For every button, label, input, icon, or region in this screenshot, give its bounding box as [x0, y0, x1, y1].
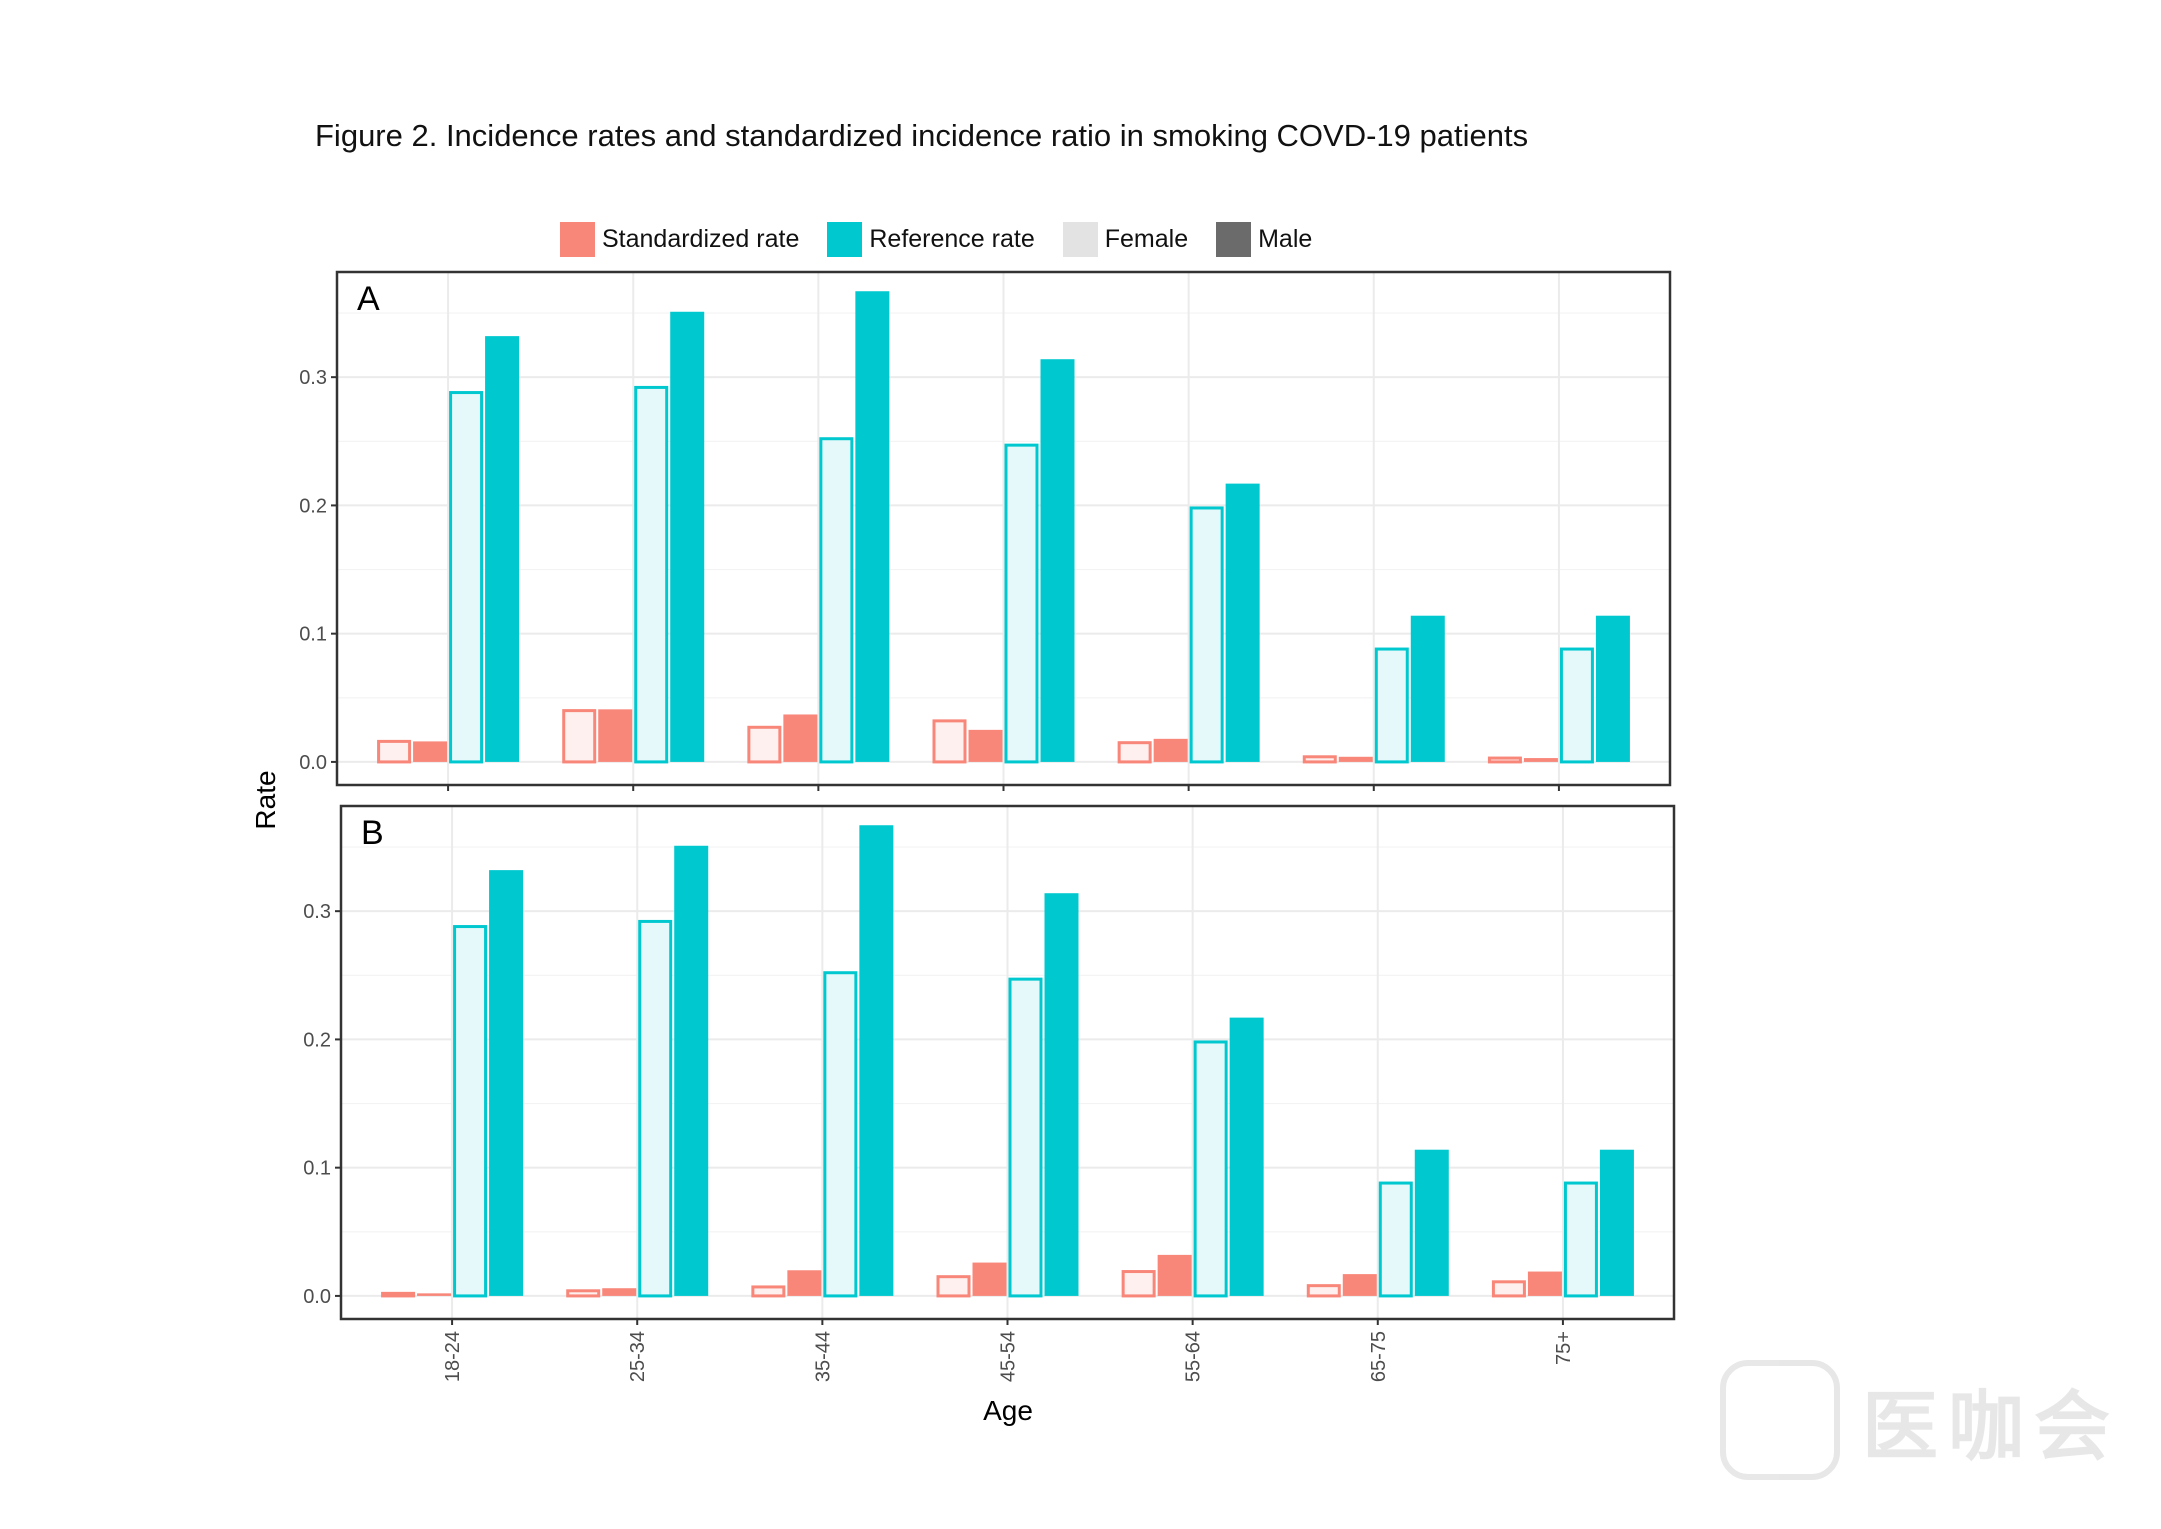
y-axis-title: Rate — [250, 770, 281, 829]
legend-item-reference-rate: Reference rate — [827, 221, 1035, 257]
bar-ref-female-25-34 — [638, 919, 673, 1298]
bar-ref-female-75+ — [1559, 647, 1594, 764]
bar-std-male-75+ — [1523, 758, 1558, 762]
bar-ref-male-55-64 — [1229, 1017, 1264, 1296]
bar-ref-male-65-75 — [1410, 615, 1445, 762]
panel-b: 0.0 0.1 0.2 0.3 B — [303, 804, 1676, 1325]
bar-std-female-55-64 — [1117, 741, 1152, 764]
panel-label: A — [357, 280, 380, 318]
bar-ref-male-35-44 — [855, 291, 890, 762]
bar-ref-female-35-44 — [819, 437, 854, 764]
bar-std-female-45-54 — [932, 719, 967, 764]
bar-std-female-18-24 — [381, 1291, 416, 1298]
legend-item-male: Male — [1216, 221, 1313, 257]
bar-ref-male-75+ — [1595, 615, 1630, 762]
bar-std-male-65-75 — [1338, 756, 1373, 762]
bar-ref-female-65-75 — [1378, 1181, 1413, 1298]
bar-ref-male-35-44 — [859, 825, 894, 1296]
bar-std-male-18-24 — [413, 741, 448, 762]
bar-std-female-55-64 — [1121, 1270, 1156, 1298]
bar-ref-male-65-75 — [1414, 1149, 1449, 1296]
bar-ref-female-65-75 — [1374, 647, 1409, 764]
bar-std-male-45-54 — [968, 729, 1003, 762]
bar-std-female-18-24 — [377, 739, 412, 764]
bar-std-male-55-64 — [1153, 738, 1188, 762]
bar-ref-male-55-64 — [1225, 483, 1260, 762]
x-tick-label-75+: 75+ — [1553, 1331, 1575, 1365]
bar-std-male-35-44 — [783, 714, 818, 762]
x-tick-label-18-24: 18-24 — [442, 1331, 464, 1382]
bar-ref-male-25-34 — [670, 311, 705, 762]
y-tick-label: 0.3 — [303, 901, 331, 923]
y-tick-label: 0.0 — [299, 752, 327, 774]
bar-ref-female-25-34 — [634, 385, 669, 764]
bar-std-male-75+ — [1527, 1271, 1562, 1296]
legend-key-male — [1216, 221, 1252, 257]
legend-item-standardized-rate: Standardized rate — [560, 221, 800, 257]
bar-std-female-35-44 — [747, 725, 782, 764]
x-tick-label-45-54: 45-54 — [998, 1331, 1020, 1382]
watermark-logo-icon — [1720, 1360, 1840, 1480]
y-tick-label: 0.0 — [303, 1286, 331, 1308]
legend: Standardized rate Reference rate Female … — [560, 220, 1340, 258]
x-axis-title: Age — [983, 1395, 1033, 1426]
bar-ref-male-25-34 — [674, 845, 709, 1296]
bar-ref-female-75+ — [1563, 1181, 1598, 1298]
legend-key-female — [1062, 221, 1098, 257]
bar-ref-female-18-24 — [453, 925, 488, 1298]
bar-std-male-25-34 — [602, 1288, 637, 1296]
bar-std-male-18-24 — [417, 1293, 452, 1296]
bar-ref-male-45-54 — [1044, 893, 1079, 1296]
bar-std-male-35-44 — [787, 1270, 822, 1296]
bar-ref-male-75+ — [1599, 1149, 1634, 1296]
legend-item-female: Female — [1062, 221, 1189, 257]
bar-std-female-65-75 — [1302, 755, 1337, 764]
bar-ref-male-18-24 — [489, 870, 524, 1296]
bar-std-male-65-75 — [1342, 1274, 1377, 1296]
x-tick-label-55-64: 55-64 — [1183, 1331, 1205, 1382]
legend-label-female: Female — [1104, 224, 1189, 253]
x-tick-label-35-44: 35-44 — [812, 1331, 834, 1382]
bar-ref-female-55-64 — [1189, 506, 1224, 764]
legend-label-reference-rate: Reference rate — [869, 224, 1035, 253]
watermark: 医咖会 — [1720, 1360, 2120, 1480]
bar-ref-female-18-24 — [449, 391, 484, 764]
bar-std-male-45-54 — [972, 1262, 1007, 1296]
bar-ref-male-18-24 — [485, 336, 520, 762]
bar-ref-female-45-54 — [1008, 977, 1043, 1298]
legend-key-standardized-rate — [560, 221, 595, 257]
legend-label-standardized-rate: Standardized rate — [602, 224, 800, 253]
bar-std-female-75+ — [1491, 1280, 1526, 1298]
bar-std-female-45-54 — [936, 1275, 971, 1298]
bar-ref-female-45-54 — [1004, 443, 1039, 764]
legend-key-reference-rate — [827, 221, 863, 257]
panel-label: B — [361, 814, 384, 852]
bar-ref-female-35-44 — [823, 971, 858, 1298]
bar-std-female-35-44 — [751, 1285, 786, 1298]
bar-std-female-75+ — [1487, 756, 1522, 764]
watermark-text: 医咖会 — [1862, 1385, 2120, 1470]
bar-ref-female-55-64 — [1193, 1040, 1228, 1298]
bar-std-male-25-34 — [598, 709, 633, 762]
bar-std-female-25-34 — [562, 709, 597, 764]
bar-std-male-55-64 — [1157, 1254, 1192, 1296]
bar-ref-male-45-54 — [1040, 359, 1075, 762]
y-tick-label: 0.2 — [303, 1029, 331, 1051]
x-tick-label-65-75: 65-75 — [1368, 1331, 1390, 1382]
y-tick-label: 0.2 — [299, 495, 327, 517]
y-tick-label: 0.3 — [299, 367, 327, 389]
panel-a: 0.0 0.1 0.2 0.3 A — [299, 270, 1672, 791]
x-tick-label-25-34: 25-34 — [627, 1331, 649, 1382]
bar-std-female-65-75 — [1306, 1284, 1341, 1298]
figure-title: Figure 2. Incidence rates and standardiz… — [315, 118, 1529, 153]
y-tick-label: 0.1 — [299, 624, 327, 646]
y-tick-label: 0.1 — [303, 1158, 331, 1180]
legend-label-male: Male — [1258, 224, 1313, 253]
bar-std-female-25-34 — [566, 1289, 601, 1298]
